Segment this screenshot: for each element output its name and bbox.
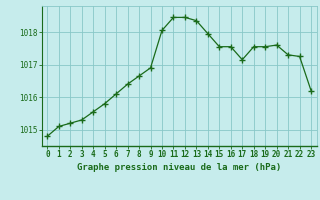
X-axis label: Graphe pression niveau de la mer (hPa): Graphe pression niveau de la mer (hPa) xyxy=(77,163,281,172)
